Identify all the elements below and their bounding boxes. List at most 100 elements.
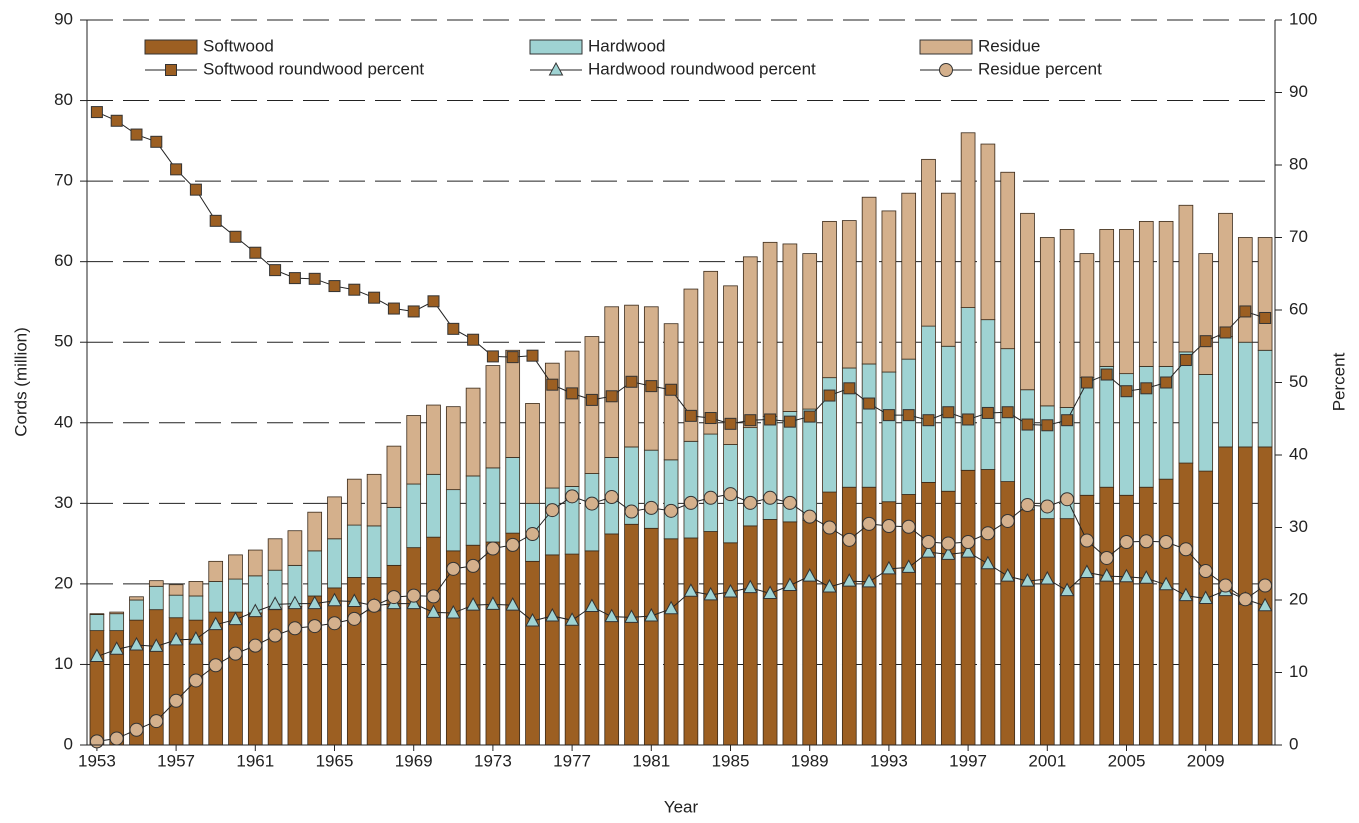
bar-segment <box>228 554 243 580</box>
marker <box>368 291 381 304</box>
bar-segment <box>683 288 699 442</box>
y-tick-label: 0 <box>64 734 73 753</box>
marker <box>684 409 697 422</box>
bar-segment <box>129 599 144 621</box>
bar-segment <box>148 580 164 587</box>
marker <box>1140 382 1153 395</box>
marker <box>307 595 323 610</box>
marker <box>605 390 618 403</box>
marker <box>683 583 699 597</box>
marker <box>1119 568 1134 583</box>
marker <box>447 322 460 335</box>
bar-segment <box>940 490 956 746</box>
bar-segment <box>643 306 659 451</box>
marker <box>407 305 420 318</box>
marker <box>249 246 262 259</box>
marker <box>1021 418 1034 431</box>
y-tick-label: 10 <box>54 654 73 673</box>
marker <box>643 607 659 622</box>
marker <box>723 487 738 502</box>
bar-segment <box>980 319 996 470</box>
marker <box>644 500 659 515</box>
y-axis-label: Cords (million) <box>11 327 30 437</box>
bar-segment <box>406 483 422 549</box>
bar-segment <box>445 406 461 491</box>
marker <box>287 621 302 636</box>
bar-segment <box>1020 212 1035 391</box>
marker <box>940 546 956 560</box>
marker <box>90 106 103 119</box>
marker <box>762 585 778 599</box>
bar-segment <box>921 325 936 483</box>
bar-segment <box>1218 212 1233 337</box>
bar-segment <box>485 541 501 746</box>
bar-segment <box>406 547 422 746</box>
marker <box>109 641 125 655</box>
marker <box>962 413 975 426</box>
marker <box>208 616 224 631</box>
marker <box>307 619 322 634</box>
bar-segment <box>228 578 243 613</box>
bar-segment <box>960 469 976 746</box>
marker <box>861 573 877 588</box>
marker <box>308 272 321 285</box>
marker <box>1001 406 1014 419</box>
bar-segment <box>445 489 461 552</box>
marker <box>150 135 163 148</box>
bar-segment <box>1237 341 1253 448</box>
marker <box>1039 570 1055 585</box>
marker <box>544 607 560 622</box>
marker <box>506 351 519 364</box>
marker <box>248 638 263 653</box>
bar-segment <box>465 475 481 546</box>
marker <box>862 516 877 531</box>
marker <box>742 579 758 594</box>
marker <box>525 527 540 542</box>
marker <box>327 592 342 607</box>
marker <box>109 731 124 746</box>
marker <box>168 631 184 646</box>
marker <box>723 583 738 598</box>
bar-segment <box>742 256 758 429</box>
marker <box>1040 499 1055 514</box>
bar-segment <box>465 387 481 477</box>
marker <box>1059 582 1075 597</box>
marker <box>1139 534 1154 549</box>
marker <box>89 648 105 663</box>
marker <box>1259 311 1272 324</box>
bar-segment <box>1237 237 1253 343</box>
bar-segment <box>1079 253 1095 379</box>
marker <box>486 350 499 363</box>
bar-segment <box>1039 518 1055 746</box>
marker <box>881 560 897 575</box>
marker <box>1258 578 1273 593</box>
bar-segment <box>604 533 620 746</box>
x-axis-label: Year <box>664 797 699 816</box>
marker <box>208 658 223 673</box>
marker <box>703 586 719 601</box>
marker <box>585 393 598 406</box>
bar-segment <box>89 614 105 632</box>
marker <box>664 503 679 518</box>
marker <box>1219 326 1232 339</box>
y2-tick-label: 20 <box>1289 589 1308 608</box>
x-tick-label: 2009 <box>1187 751 1225 770</box>
marker <box>624 504 639 519</box>
marker <box>1199 335 1212 348</box>
bar-segment <box>802 408 818 521</box>
marker <box>961 535 976 549</box>
y2-tick-label: 90 <box>1289 82 1308 101</box>
marker <box>465 597 481 611</box>
x-tick-label: 2001 <box>1028 751 1066 770</box>
marker <box>1239 305 1252 318</box>
marker <box>346 593 362 607</box>
marker <box>229 230 242 243</box>
bar-segment <box>901 358 917 495</box>
y2-tick-label: 0 <box>1289 734 1298 753</box>
marker <box>505 597 521 611</box>
bar-segment <box>1079 377 1095 496</box>
legend-label: Hardwood <box>588 36 666 55</box>
bar-segment <box>208 581 224 613</box>
marker <box>1159 535 1174 549</box>
marker <box>89 734 104 749</box>
